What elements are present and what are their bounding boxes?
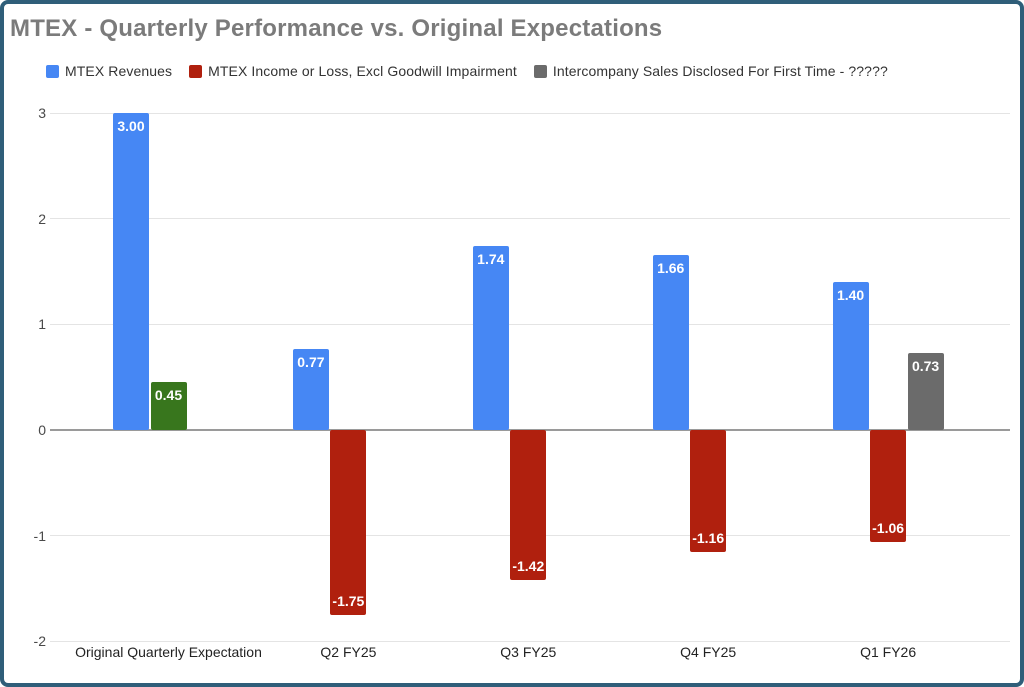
x-axis-label-4: Q1 FY26 bbox=[860, 644, 917, 660]
bar-series1-cat2[interactable] bbox=[510, 430, 547, 580]
bar-value-label-series1-cat1: -1.75 bbox=[332, 592, 365, 609]
x-axis-label-0: Original Quarterly Expectation bbox=[75, 644, 262, 660]
legend-label: MTEX Income or Loss, Excl Goodwill Impai… bbox=[208, 63, 517, 79]
bar-value-label-series2-cat4: 0.73 bbox=[911, 357, 940, 374]
bar-series0-cat0[interactable] bbox=[113, 113, 149, 430]
bar-value-label-series0-cat0: 3.00 bbox=[117, 118, 145, 135]
bar-series1-cat0[interactable] bbox=[150, 382, 187, 430]
gridline-y-1 bbox=[50, 323, 1010, 325]
bar-value-label-series0-cat3: 1.66 bbox=[657, 259, 685, 276]
bar-series0-cat2[interactable] bbox=[472, 246, 509, 430]
bar-series0-cat3[interactable] bbox=[652, 254, 689, 430]
bar-series1-cat1[interactable] bbox=[330, 430, 367, 615]
legend-swatch-icon bbox=[46, 64, 59, 78]
bar-series2-cat4[interactable] bbox=[907, 352, 944, 430]
chart-title: MTEX - Quarterly Performance vs. Origina… bbox=[10, 15, 663, 42]
legend-item-0[interactable]: MTEX Revenues bbox=[46, 63, 172, 79]
bar-series0-cat4[interactable] bbox=[832, 282, 869, 430]
y-axis-tick-3: 3 bbox=[38, 105, 46, 122]
x-axis-label-2: Q3 FY25 bbox=[500, 644, 557, 660]
bar-series1-cat4[interactable] bbox=[870, 430, 907, 542]
legend-item-2[interactable]: Intercompany Sales Disclosed For First T… bbox=[533, 63, 888, 79]
bar-value-label-series0-cat2: 1.74 bbox=[477, 251, 505, 268]
y-axis-tick-0: 0 bbox=[38, 422, 46, 438]
y-axis-tick--1: -1 bbox=[33, 527, 46, 544]
x-axis-label-1: Q2 FY25 bbox=[320, 644, 377, 660]
bar-value-label-series0-cat4: 1.40 bbox=[836, 287, 865, 304]
legend-label: Intercompany Sales Disclosed For First T… bbox=[552, 63, 888, 79]
y-axis-tick-2: 2 bbox=[38, 210, 46, 227]
bar-series1-cat3[interactable] bbox=[690, 430, 727, 553]
gridline-y-2 bbox=[50, 218, 1010, 220]
bar-value-label-series1-cat0: 0.45 bbox=[154, 387, 183, 404]
legend-swatch-icon bbox=[189, 64, 203, 78]
legend-swatch-icon bbox=[533, 64, 547, 78]
legend-label: MTEX Revenues bbox=[65, 63, 173, 79]
bar-value-label-series1-cat4: -1.06 bbox=[872, 519, 905, 536]
bar-value-label-series0-cat1: 0.77 bbox=[297, 353, 325, 370]
bar-series0-cat1[interactable] bbox=[292, 348, 329, 430]
gridline-y-3 bbox=[50, 112, 1010, 114]
x-axis-label-3: Q4 FY25 bbox=[680, 644, 737, 660]
y-axis-tick--2: -2 bbox=[33, 633, 46, 650]
bar-value-label-series1-cat3: -1.16 bbox=[692, 530, 725, 547]
chart-legend: MTEX Revenues MTEX Income or Loss, Excl G… bbox=[46, 63, 888, 79]
y-axis-tick-1: 1 bbox=[38, 316, 46, 333]
bar-value-label-series1-cat2: -1.42 bbox=[512, 557, 545, 574]
legend-item-1[interactable]: MTEX Income or Loss, Excl Goodwill Impai… bbox=[189, 63, 517, 79]
gridline-y--2 bbox=[50, 640, 1010, 642]
